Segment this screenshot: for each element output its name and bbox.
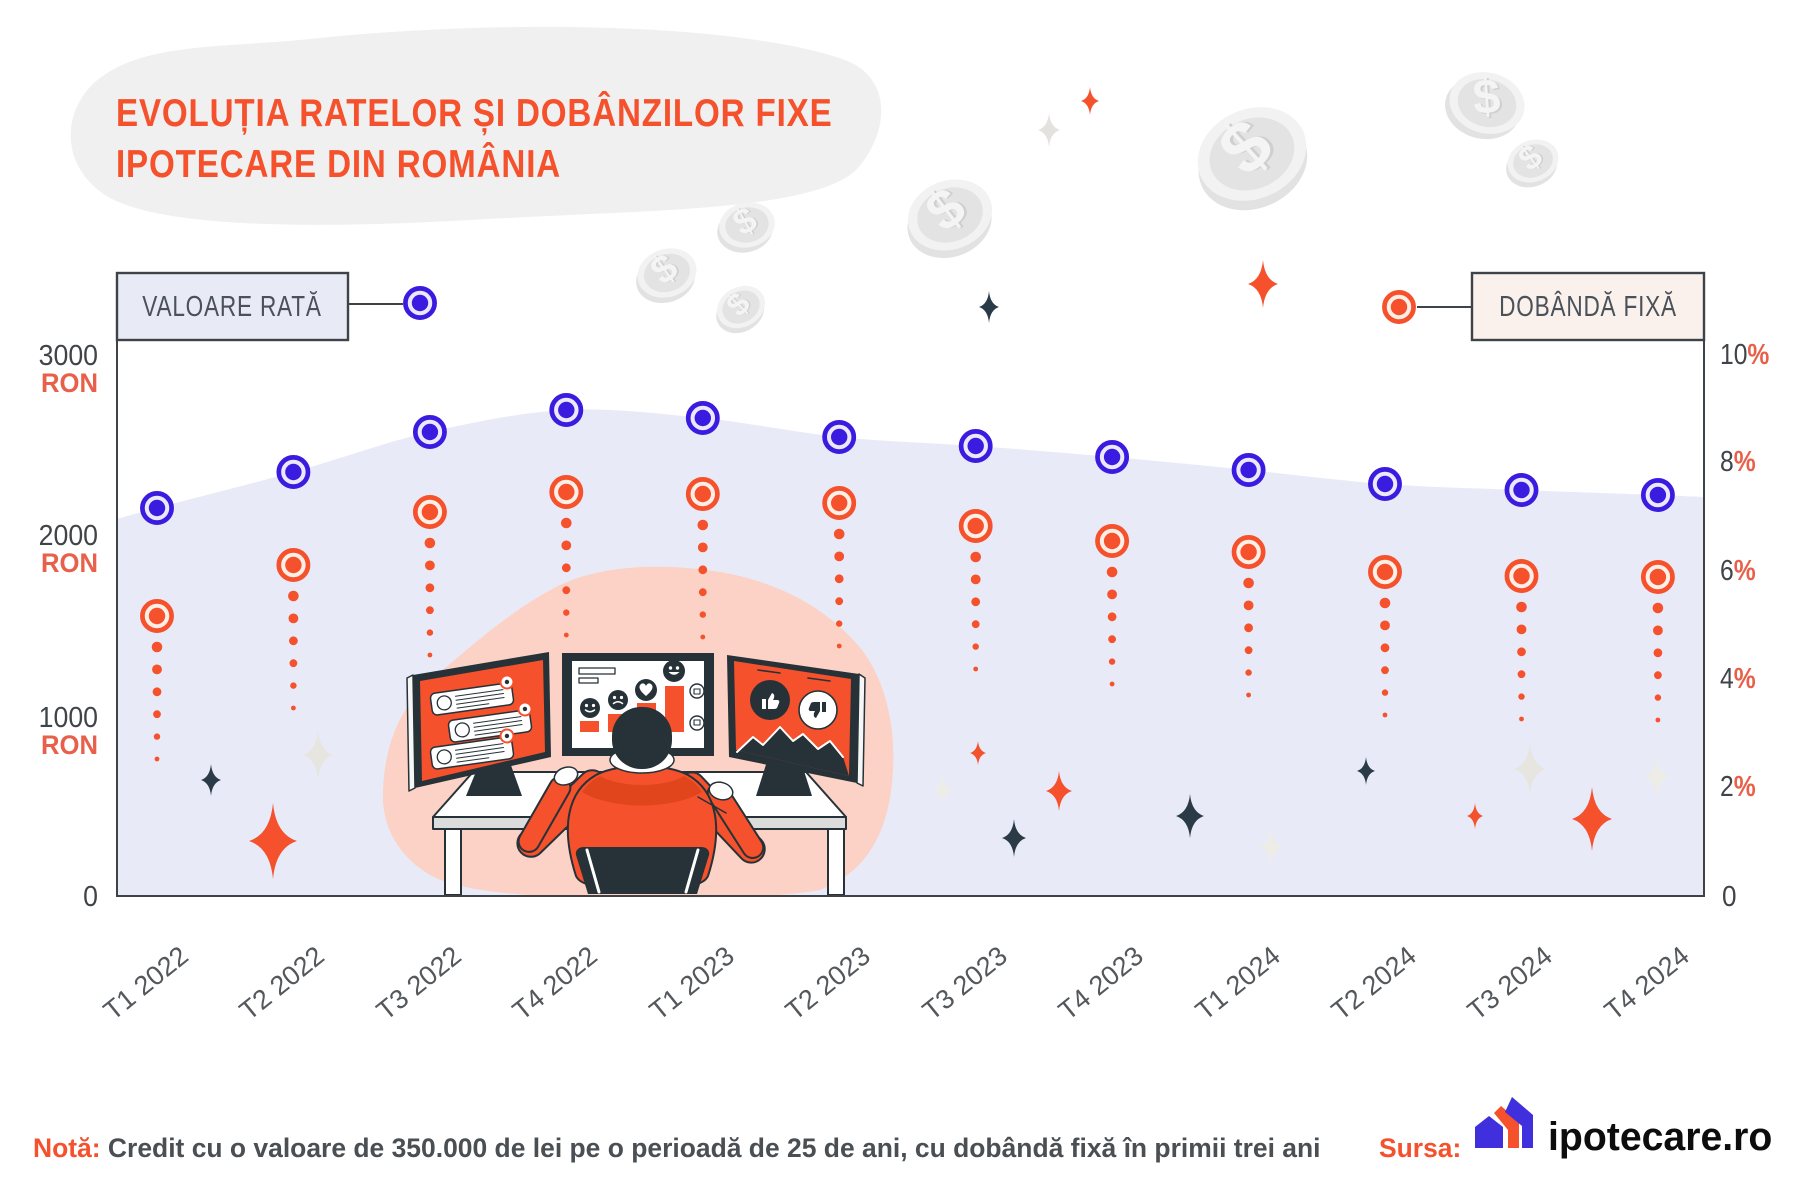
svg-text:0: 0 <box>1722 880 1737 913</box>
svg-text:2000: 2000 <box>39 519 98 551</box>
svg-text:10%: 10% <box>1720 338 1769 370</box>
svg-text:Notă: Credit cu o valoare de 3: Notă: Credit cu o valoare de 350.000 de … <box>33 1133 1321 1163</box>
svg-text:2%: 2% <box>1720 770 1756 802</box>
svg-text:RON: RON <box>41 367 98 398</box>
svg-text:$: $ <box>1471 69 1502 125</box>
svg-text:6%: 6% <box>1720 554 1756 586</box>
svg-text:DOBÂNDĂ FIXĂ: DOBÂNDĂ FIXĂ <box>1499 289 1677 322</box>
svg-text:8%: 8% <box>1720 445 1756 477</box>
svg-text:EVOLUȚIA RATELOR ȘI DOBÂNZILOR: EVOLUȚIA RATELOR ȘI DOBÂNZILOR FIXE <box>116 89 833 135</box>
svg-text:0: 0 <box>83 880 98 912</box>
svg-text:ipotecare.ro: ipotecare.ro <box>1548 1115 1772 1159</box>
svg-text:RON: RON <box>41 729 98 760</box>
svg-text:Sursa:: Sursa: <box>1379 1133 1461 1163</box>
svg-text:VALOARE RATĂ: VALOARE RATĂ <box>142 289 321 322</box>
svg-text:$: $ <box>1473 71 1504 127</box>
svg-text:3000: 3000 <box>39 339 98 371</box>
svg-text:IPOTECARE DIN ROMÂNIA: IPOTECARE DIN ROMÂNIA <box>116 140 561 185</box>
svg-text:RON: RON <box>41 547 98 578</box>
svg-text:4%: 4% <box>1720 662 1756 694</box>
svg-text:1000: 1000 <box>39 701 98 733</box>
